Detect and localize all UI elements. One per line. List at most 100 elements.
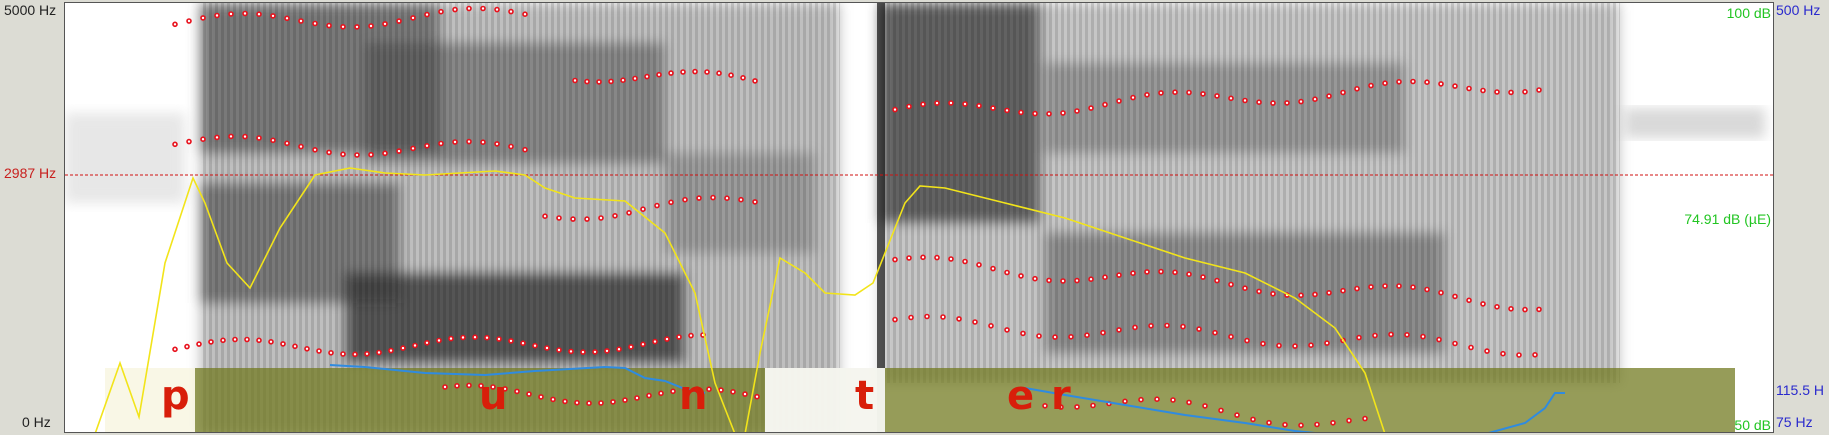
formant-dot [214, 12, 220, 19]
formant-dot [460, 334, 466, 341]
formant-dot [1186, 89, 1192, 96]
spectrogram-svg [65, 3, 1773, 432]
formant-dot [400, 345, 406, 351]
formant-dot [1284, 100, 1290, 106]
formant-dot [172, 21, 178, 28]
formant-dot [1100, 329, 1106, 336]
formant-dot [620, 77, 626, 83]
formant-dot [906, 255, 912, 261]
formant-dot [1102, 274, 1108, 281]
formant-dot [924, 313, 930, 320]
formant-dot [664, 336, 670, 342]
formant-dot [1494, 89, 1500, 95]
pitch-value-label: 115.5 H [1776, 382, 1824, 398]
formant-dot [1018, 273, 1024, 279]
formant-dot [256, 135, 262, 141]
formant-dot [892, 106, 898, 113]
segment-label: e [1007, 373, 1035, 419]
formant-dot [1234, 412, 1240, 418]
formant-dot [1424, 79, 1430, 85]
frequency-bottom-label: 0 Hz [22, 414, 51, 430]
formant-dot [514, 388, 520, 395]
formant-dot [1362, 415, 1368, 422]
formant-dot [920, 254, 926, 261]
formant-dot [568, 348, 574, 355]
formant-dot [1368, 82, 1374, 89]
formant-dot [490, 384, 496, 390]
formant-dot [1116, 327, 1122, 333]
formant-dot [186, 138, 192, 145]
formant-dot [658, 390, 664, 397]
formant-dot [644, 73, 650, 80]
formant-dot [1522, 306, 1528, 313]
formant-dot [1200, 274, 1206, 280]
formant-dot [976, 103, 982, 109]
formant-dot [442, 384, 448, 390]
formant-dot [424, 11, 430, 18]
formant-dot [340, 151, 346, 158]
formant-dot [1172, 269, 1178, 276]
formant-dot [604, 348, 610, 354]
formant-dot [1068, 333, 1074, 340]
formant-dot [304, 345, 310, 352]
formant-dot [352, 351, 358, 358]
formant-dot [270, 137, 276, 144]
formant-dot [1436, 336, 1442, 343]
formant-dot [270, 13, 276, 19]
formant-dot [1438, 289, 1444, 296]
intensity-top-label: 100 dB [1726, 5, 1771, 21]
selection-highlight [195, 368, 1735, 432]
spectrogram-view[interactable]: p u n t e r 100 dB 74.91 dB (µE) 50 dB [64, 2, 1774, 433]
formant-dot [1396, 79, 1402, 85]
formant-dot [988, 322, 994, 329]
formant-dot [232, 336, 238, 343]
formant-dot [1132, 324, 1138, 331]
formant-dot [298, 143, 304, 150]
formant-dot [1438, 81, 1444, 87]
formant-dot [1356, 334, 1362, 341]
intensity-curve [94, 167, 1386, 432]
formant-dot [738, 196, 744, 203]
formant-dot [1468, 344, 1474, 351]
formant-dot [364, 350, 370, 357]
formant-dot [1480, 87, 1486, 94]
formant-dot [1298, 422, 1304, 429]
formant-dot [532, 342, 538, 349]
formant-dot [186, 18, 192, 24]
formant-dot [354, 24, 360, 30]
formant-dot [1042, 402, 1048, 409]
formant-dot [1088, 105, 1094, 111]
formant-dot [1382, 283, 1388, 289]
formant-dot [940, 314, 946, 320]
formant-dot [1532, 351, 1538, 358]
formant-dot [1186, 271, 1192, 278]
formant-dot [466, 138, 472, 145]
formant-dot [948, 256, 954, 262]
formant-dot [628, 344, 634, 350]
formant-dot [1036, 333, 1042, 339]
formant-dot [724, 195, 730, 201]
formant-dot [1500, 350, 1506, 357]
formant-dot [1228, 281, 1234, 288]
formant-dot [298, 18, 304, 24]
formant-dot [1004, 327, 1010, 333]
formant-dot [676, 334, 682, 340]
formant-dot [1130, 270, 1136, 277]
formant-dot [200, 136, 206, 142]
formant-dot [424, 339, 430, 346]
formant-dot [368, 151, 374, 158]
formant-dot [1202, 403, 1208, 409]
segment-label: t [855, 373, 875, 419]
formant-dot [1388, 331, 1394, 338]
formant-dot [682, 196, 688, 203]
formant-dot [1382, 80, 1388, 86]
formant-dot [1130, 94, 1136, 101]
formant-dot [592, 349, 598, 355]
formant-dot [1032, 275, 1038, 282]
formant-dot [1196, 326, 1202, 332]
formant-dot [292, 343, 298, 350]
intensity-bottom-label: 50 dB [1734, 417, 1771, 433]
formant-dot [906, 103, 912, 110]
formant-dot [1270, 100, 1276, 106]
formant-dot [1218, 407, 1224, 414]
